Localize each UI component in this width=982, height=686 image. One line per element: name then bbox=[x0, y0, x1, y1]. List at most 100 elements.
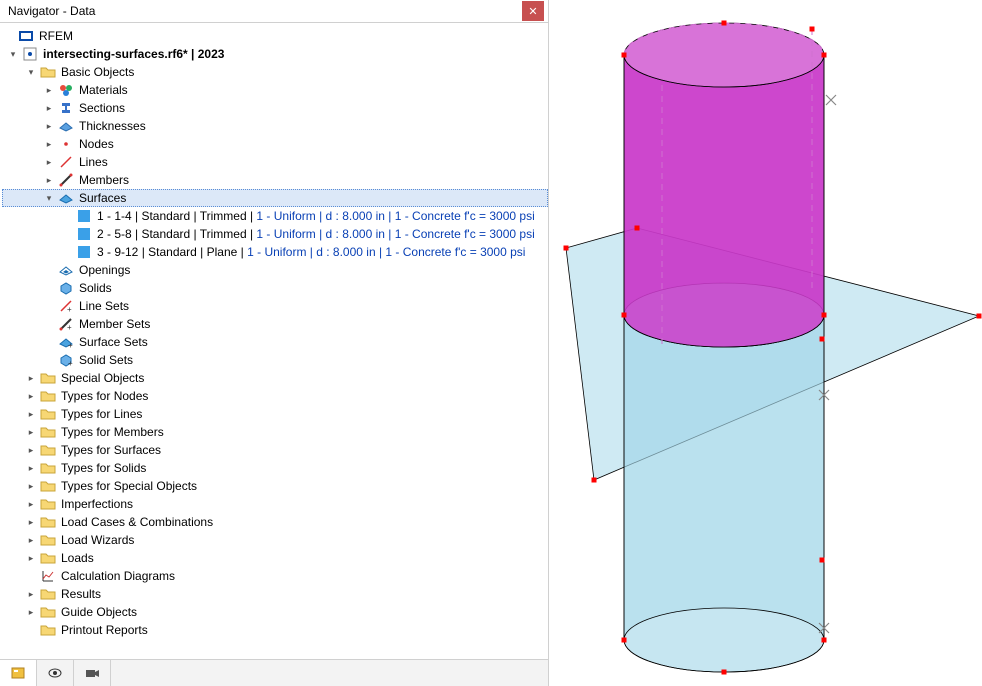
expand-icon[interactable]: ▸ bbox=[24, 461, 38, 475]
tree-node-surface-1[interactable]: ▶ 1 - 1-4 | Standard | Trimmed | 1 - Uni… bbox=[2, 207, 548, 225]
tree-label: 3 - 9-12 | Standard | Plane | 1 - Unifor… bbox=[95, 245, 525, 259]
tree-node-surfaces[interactable]: ▾ Surfaces bbox=[2, 189, 548, 207]
tree-node-nodes[interactable]: ▸ Nodes bbox=[2, 135, 548, 153]
expand-icon[interactable]: ▸ bbox=[24, 425, 38, 439]
tree-label: Solids bbox=[77, 281, 112, 295]
footer-tab-data[interactable] bbox=[0, 660, 37, 686]
folder-icon bbox=[40, 460, 56, 476]
nodes-icon bbox=[58, 136, 74, 152]
tree-node-solid-sets[interactable]: ▶ + Solid Sets bbox=[2, 351, 548, 369]
tree-node-printout[interactable]: ▶ Printout Reports bbox=[2, 621, 548, 639]
footer-tab-camera[interactable] bbox=[74, 660, 111, 686]
tree-node-types-solids[interactable]: ▸ Types for Solids bbox=[2, 459, 548, 477]
tree-node-results[interactable]: ▸ Results bbox=[2, 585, 548, 603]
expand-icon[interactable]: ▸ bbox=[24, 389, 38, 403]
expand-icon[interactable]: ▸ bbox=[42, 119, 56, 133]
tree-label: Openings bbox=[77, 263, 130, 277]
footer-spacer bbox=[111, 660, 548, 686]
tree-node-basic-objects[interactable]: ▾ Basic Objects bbox=[2, 63, 548, 81]
tree-node-openings[interactable]: ▶ Openings bbox=[2, 261, 548, 279]
tree-node-line-sets[interactable]: ▶ + Line Sets bbox=[2, 297, 548, 315]
surface-item-icon bbox=[76, 226, 92, 242]
tree-node-types-members[interactable]: ▸ Types for Members bbox=[2, 423, 548, 441]
tree-label: Solid Sets bbox=[77, 353, 133, 367]
expand-icon[interactable]: ▸ bbox=[24, 371, 38, 385]
folder-icon bbox=[40, 388, 56, 404]
tree-node-materials[interactable]: ▸ Materials bbox=[2, 81, 548, 99]
tree-node-types-nodes[interactable]: ▸ Types for Nodes bbox=[2, 387, 548, 405]
tree-node-member-sets[interactable]: ▶ + Member Sets bbox=[2, 315, 548, 333]
tree-node-thicknesses[interactable]: ▸ Thicknesses bbox=[2, 117, 548, 135]
expand-icon[interactable]: ▸ bbox=[24, 497, 38, 511]
expand-icon[interactable]: ▸ bbox=[42, 155, 56, 169]
svg-text:+: + bbox=[68, 359, 73, 368]
folder-icon bbox=[40, 478, 56, 494]
navigator-tree[interactable]: ▶ RFEM ▾ intersecting-surfaces.rf6* | 20… bbox=[0, 23, 548, 659]
tree-node-surface-2[interactable]: ▶ 2 - 5-8 | Standard | Trimmed | 1 - Uni… bbox=[2, 225, 548, 243]
expand-icon[interactable]: ▸ bbox=[42, 83, 56, 97]
expand-icon[interactable]: ▾ bbox=[6, 47, 20, 61]
tree-label: Special Objects bbox=[59, 371, 144, 385]
tree-node-types-special[interactable]: ▸ Types for Special Objects bbox=[2, 477, 548, 495]
expand-icon[interactable]: ▸ bbox=[42, 101, 56, 115]
tree-node-rfem[interactable]: ▶ RFEM bbox=[2, 27, 548, 45]
expand-icon[interactable]: ▸ bbox=[24, 515, 38, 529]
tree-node-calc-diagrams[interactable]: ▶ Calculation Diagrams bbox=[2, 567, 548, 585]
expand-icon[interactable]: ▾ bbox=[24, 65, 38, 79]
tree-label: Thicknesses bbox=[77, 119, 146, 133]
tree-node-types-lines[interactable]: ▸ Types for Lines bbox=[2, 405, 548, 423]
window-title: Navigator - Data bbox=[8, 4, 522, 18]
tree-node-imperfections[interactable]: ▸ Imperfections bbox=[2, 495, 548, 513]
tree-node-lines[interactable]: ▸ Lines bbox=[2, 153, 548, 171]
expand-icon[interactable]: ▸ bbox=[24, 479, 38, 493]
tree-node-types-surfaces[interactable]: ▸ Types for Surfaces bbox=[2, 441, 548, 459]
lines-icon bbox=[58, 154, 74, 170]
tree-node-sections[interactable]: ▸ Sections bbox=[2, 99, 548, 117]
tree-node-solids[interactable]: ▶ Solids bbox=[2, 279, 548, 297]
folder-icon bbox=[40, 604, 56, 620]
tree-node-load-wizards[interactable]: ▸ Load Wizards bbox=[2, 531, 548, 549]
svg-text:+: + bbox=[67, 323, 72, 332]
folder-icon bbox=[40, 622, 56, 638]
expand-icon[interactable]: ▸ bbox=[24, 605, 38, 619]
expand-icon[interactable]: ▸ bbox=[24, 407, 38, 421]
tree-node-loads[interactable]: ▸ Loads bbox=[2, 549, 548, 567]
tree-node-guide-objects[interactable]: ▸ Guide Objects bbox=[2, 603, 548, 621]
expand-icon[interactable]: ▸ bbox=[24, 443, 38, 457]
tree-node-special-objects[interactable]: ▸ Special Objects bbox=[2, 369, 548, 387]
tree-label: Types for Solids bbox=[59, 461, 146, 475]
expand-icon[interactable]: ▸ bbox=[24, 551, 38, 565]
expand-icon[interactable]: ▸ bbox=[42, 137, 56, 151]
surface-item-icon bbox=[76, 208, 92, 224]
folder-icon bbox=[40, 406, 56, 422]
sections-icon bbox=[58, 100, 74, 116]
tree-node-load-cases[interactable]: ▸ Load Cases & Combinations bbox=[2, 513, 548, 531]
folder-icon bbox=[40, 586, 56, 602]
footer-tab-view[interactable] bbox=[37, 660, 74, 686]
calc-diagrams-icon bbox=[40, 568, 56, 584]
svg-text:+: + bbox=[67, 305, 72, 314]
surfaces-icon bbox=[58, 190, 74, 206]
solids-icon bbox=[58, 280, 74, 296]
tree-label: Types for Lines bbox=[59, 407, 142, 421]
tree-label: Surface Sets bbox=[77, 335, 148, 349]
line-sets-icon: + bbox=[58, 298, 74, 314]
tree-node-surface-sets[interactable]: ▶ + Surface Sets bbox=[2, 333, 548, 351]
solid-sets-icon: + bbox=[58, 352, 74, 368]
expand-icon[interactable]: ▸ bbox=[24, 587, 38, 601]
surface-sets-icon: + bbox=[58, 334, 74, 350]
expand-icon[interactable]: ▸ bbox=[42, 173, 56, 187]
tree-label: Imperfections bbox=[59, 497, 133, 511]
expand-icon[interactable]: ▾ bbox=[42, 191, 56, 205]
member-sets-icon: + bbox=[58, 316, 74, 332]
tree-node-surface-3[interactable]: ▶ 3 - 9-12 | Standard | Plane | 1 - Unif… bbox=[2, 243, 548, 261]
tree-node-file[interactable]: ▾ intersecting-surfaces.rf6* | 2023 bbox=[2, 45, 548, 63]
close-button[interactable]: ✕ bbox=[522, 1, 544, 21]
expand-icon[interactable]: ▸ bbox=[24, 533, 38, 547]
tree-label: RFEM bbox=[37, 29, 73, 43]
folder-icon bbox=[40, 496, 56, 512]
tree-label: Nodes bbox=[77, 137, 114, 151]
viewport-3d[interactable] bbox=[549, 0, 982, 686]
folder-icon bbox=[40, 442, 56, 458]
tree-node-members[interactable]: ▸ Members bbox=[2, 171, 548, 189]
